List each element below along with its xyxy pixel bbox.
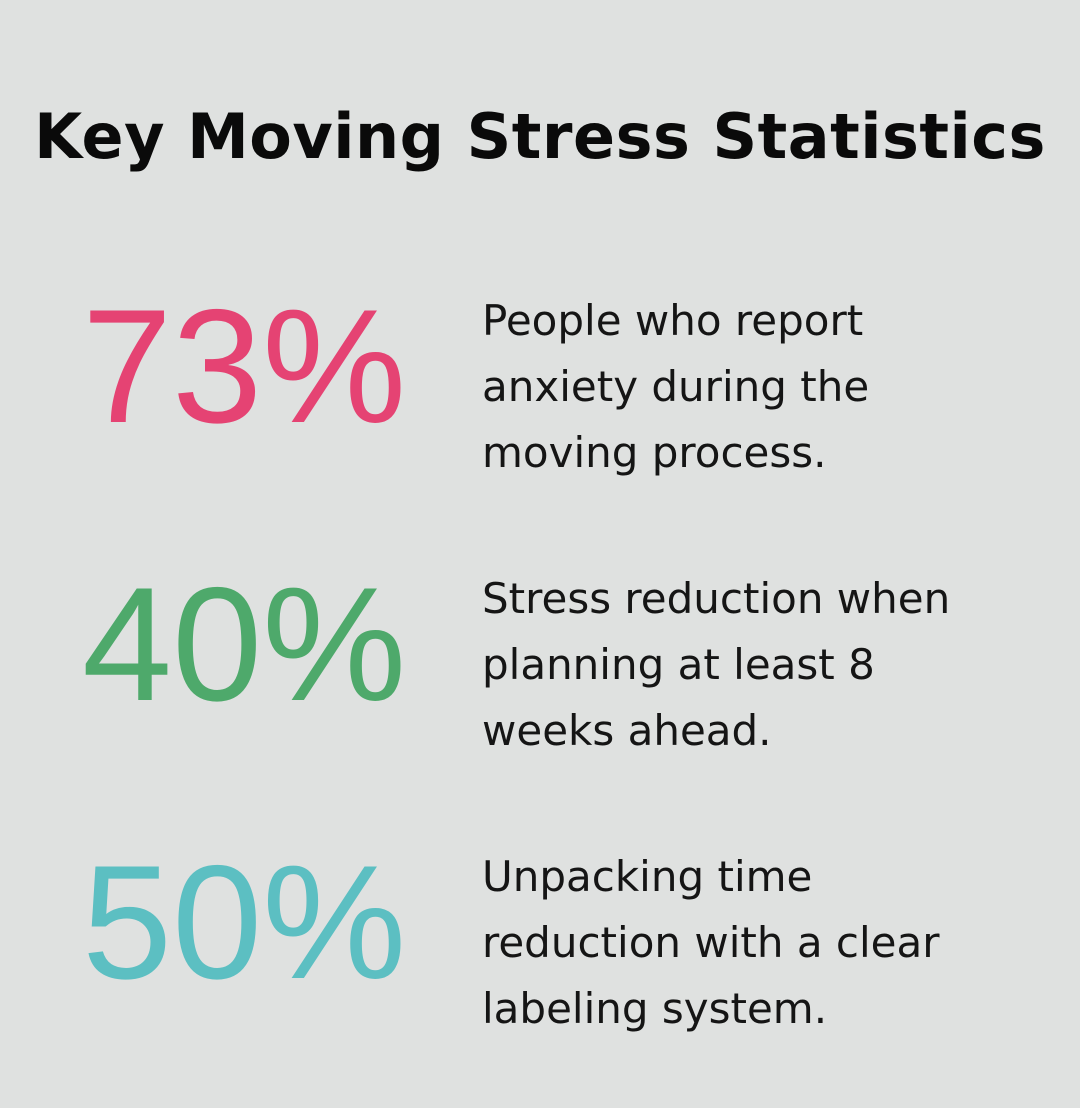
stat-value: 40% [82,554,407,735]
stat-value: 50% [82,832,407,1013]
desc-line: Stress reduction when [482,574,951,623]
desc-line: anxiety during the [482,362,870,411]
desc-line: Unpacking time [482,852,813,901]
desc-line: planning at least 8 [482,640,875,689]
stat-description: Stress reduction when planning at least … [482,566,1062,764]
stat-anxiety: 73% People who report anxiety during the… [0,282,1080,522]
desc-line: moving process. [482,428,827,477]
desc-line: labeling system. [482,984,828,1033]
stat-unpacking: 50% Unpacking time reduction with a clea… [0,838,1080,1078]
stat-description: People who report anxiety during the mov… [482,288,1062,486]
stat-description: Unpacking time reduction with a clear la… [482,844,1062,1042]
page-title: Key Moving Stress Statistics [34,100,1046,173]
stat-value: 73% [82,276,407,457]
stat-planning: 40% Stress reduction when planning at le… [0,560,1080,800]
desc-line: weeks ahead. [482,706,772,755]
desc-line: People who report [482,296,864,345]
desc-line: reduction with a clear [482,918,940,967]
